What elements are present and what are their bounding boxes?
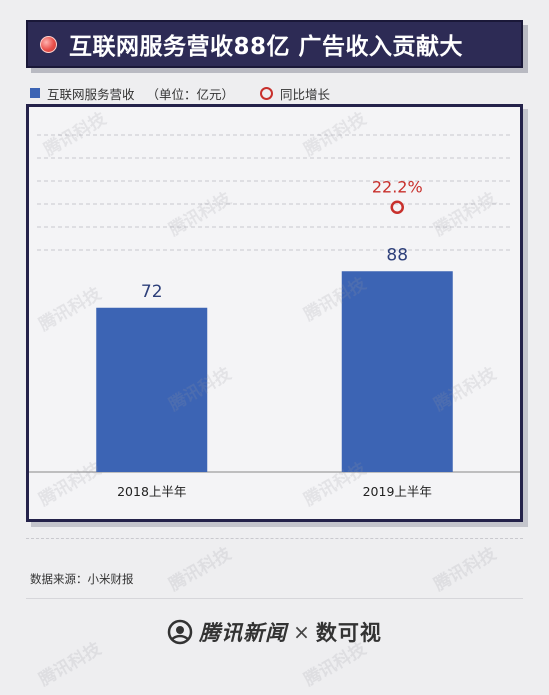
bullet-icon [40, 35, 57, 53]
tencent-news-logo-icon [167, 619, 193, 645]
legend-growth-circle-icon [260, 86, 274, 100]
data-source: 数据来源：小米财报 [30, 572, 134, 586]
divider [26, 598, 523, 599]
chart-title: 互联网服务营收88亿 广告收入贡献大 [69, 34, 464, 60]
legend-bar-swatch-icon [30, 88, 40, 98]
footer-times: × [293, 620, 310, 644]
legend-growth-label: 同比增长 [280, 86, 331, 102]
footer-partner: 数可视 [315, 621, 382, 645]
title-bar: 互联网服务营收88亿 广告收入贡献大 [26, 20, 523, 68]
watermark: 腾讯科技 [165, 544, 235, 596]
legend-bar-label: 互联网服务营收 [47, 86, 135, 102]
footer-brand: 腾讯新闻 [199, 621, 288, 645]
bar [96, 307, 208, 472]
bar [341, 271, 453, 472]
watermark: 腾讯科技 [430, 544, 500, 596]
x-tick-label: 2018上半年 [117, 484, 186, 499]
x-tick-label: 2019上半年 [363, 484, 432, 499]
footer: 腾讯新闻 × 数可视 [0, 612, 549, 652]
legend: 互联网服务营收 （单位：亿元） 同比增长 [30, 84, 330, 102]
divider [26, 538, 523, 539]
growth-marker [390, 200, 404, 214]
chart-frame [26, 104, 523, 522]
growth-value-label: 22.2% [372, 177, 423, 196]
legend-unit: （单位：亿元） [146, 86, 235, 102]
chart-plot: 72 2018上半年 88 2019上半年 22.2% [29, 134, 520, 499]
bar-value-label: 88 [386, 245, 408, 265]
bar-value-label: 72 [141, 282, 163, 302]
